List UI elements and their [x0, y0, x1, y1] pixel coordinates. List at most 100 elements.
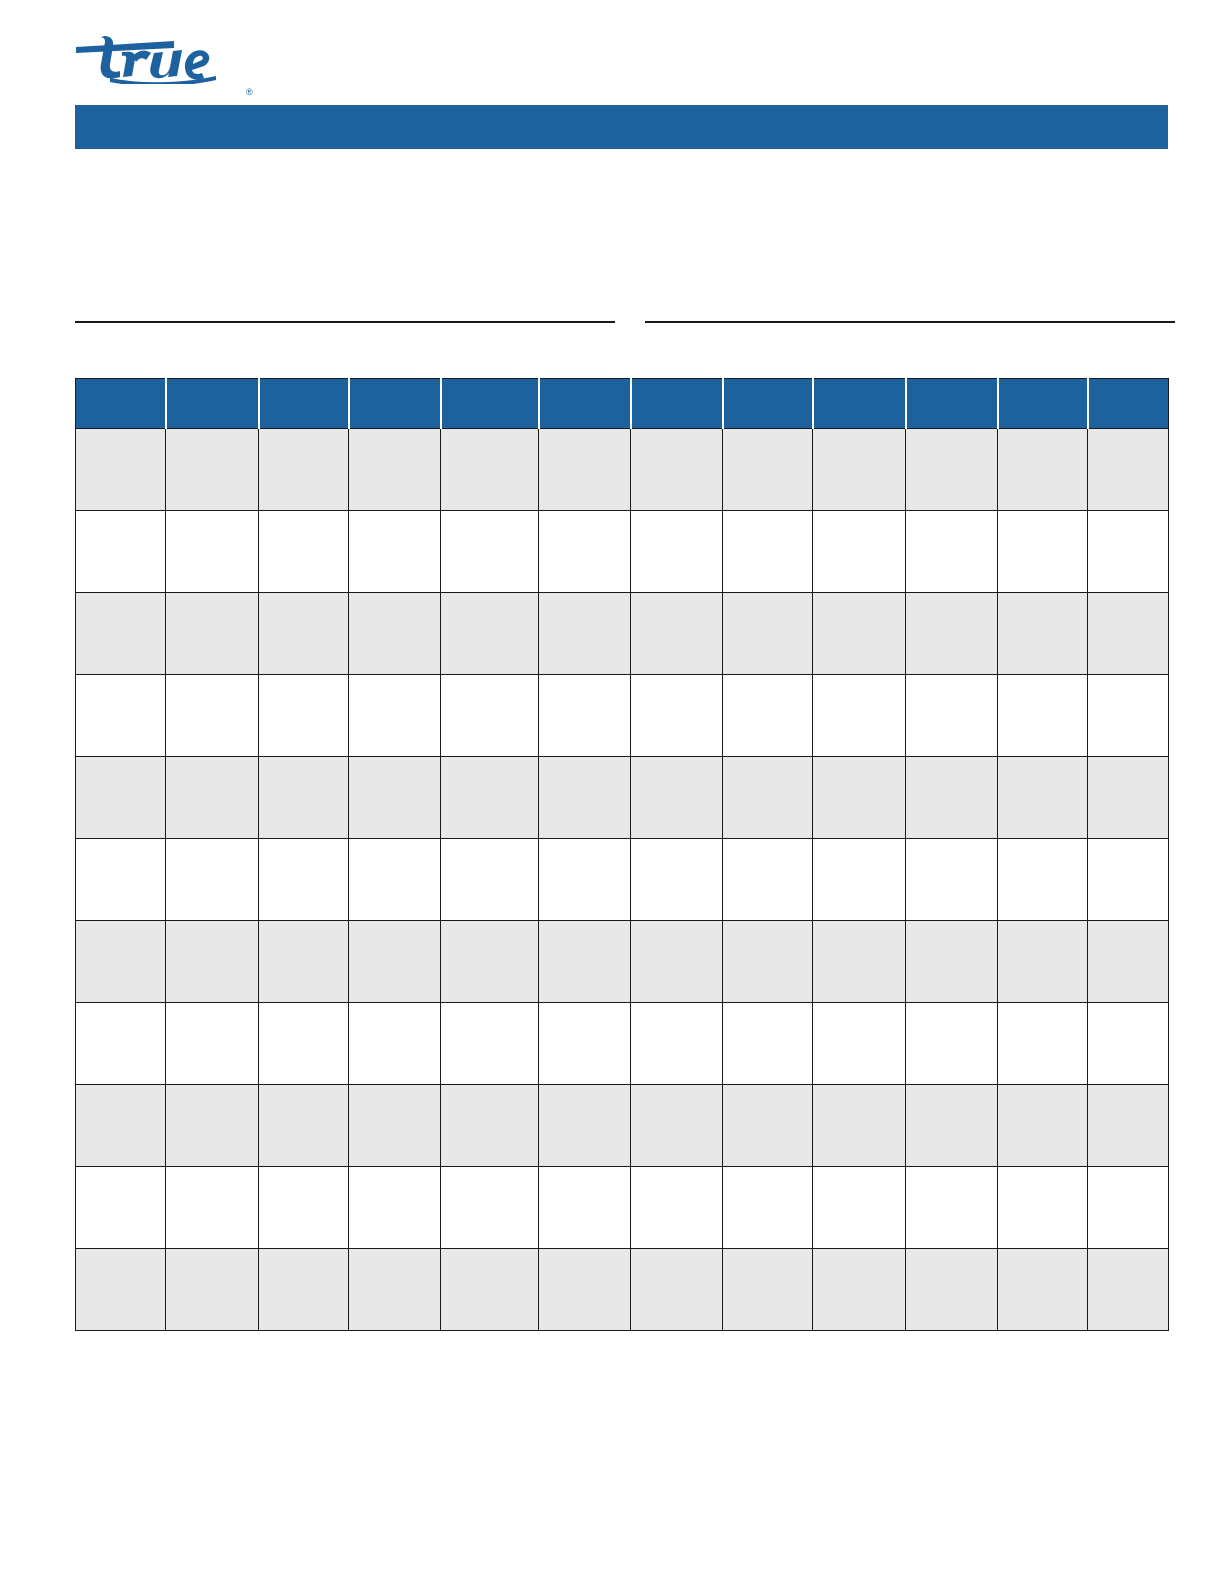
spec-table-row [75, 920, 1169, 1003]
spec-table-cell [1087, 1002, 1169, 1085]
spec-table-cell [75, 838, 166, 921]
spec-table-cell [1087, 674, 1169, 757]
spec-table-cell [258, 920, 349, 1003]
spec-table-cell [905, 592, 998, 675]
spec-table-header-cell [75, 378, 167, 429]
spec-table-cell [538, 592, 631, 675]
spec-table-cell [997, 1002, 1088, 1085]
spec-table-cell [75, 674, 166, 757]
spec-table-cell [538, 1084, 631, 1167]
spec-table-cell [630, 756, 723, 839]
spec-table-cell [348, 1002, 441, 1085]
spec-table-cell [1087, 510, 1169, 593]
spec-table-cell [722, 1084, 813, 1167]
intro-block [75, 168, 1168, 288]
spec-table-cell [165, 1166, 259, 1249]
spec-table-cell [348, 510, 441, 593]
spec-table-cell [75, 510, 166, 593]
spec-table-cell [997, 428, 1088, 511]
spec-table-cell [722, 838, 813, 921]
spec-table-cell [1087, 1084, 1169, 1167]
spec-table-header-cell [722, 378, 814, 429]
spec-table-header-cell [1087, 378, 1169, 429]
spec-table-row [75, 1248, 1169, 1331]
spec-table-cell [630, 510, 723, 593]
spec-table-cell [440, 592, 539, 675]
spec-table-cell [440, 1248, 539, 1331]
spec-table-cell [1087, 428, 1169, 511]
spec-table-cell [722, 592, 813, 675]
spec-table-cell [440, 1166, 539, 1249]
spec-table-cell [538, 838, 631, 921]
spec-table-cell [1087, 1248, 1169, 1331]
spec-table-cell [258, 1248, 349, 1331]
spec-table-cell [75, 920, 166, 1003]
spec-table-cell [75, 1248, 166, 1331]
spec-table-cell [630, 1166, 723, 1249]
spec-table-cell [440, 1084, 539, 1167]
spec-table-header-cell [812, 378, 907, 429]
spec-table-cell [440, 920, 539, 1003]
spec-table-cell [440, 428, 539, 511]
spec-table-cell [630, 838, 723, 921]
spec-table-cell [905, 674, 998, 757]
spec-table-row [75, 592, 1169, 675]
spec-table-cell [348, 1166, 441, 1249]
spec-table-cell [812, 510, 906, 593]
spec-table-cell [75, 1166, 166, 1249]
spec-table-cell [348, 1084, 441, 1167]
spec-table-cell [997, 674, 1088, 757]
spec-table-cell [722, 1002, 813, 1085]
spec-table-cell [1087, 592, 1169, 675]
spec-table-cell [538, 1002, 631, 1085]
spec-table-cell [165, 674, 259, 757]
spec-table-cell [75, 428, 166, 511]
spec-table-cell [630, 428, 723, 511]
spec-table-cell [440, 510, 539, 593]
spec-table-cell [812, 1084, 906, 1167]
spec-table-cell [905, 838, 998, 921]
spec-table-cell [997, 1166, 1088, 1249]
spec-table-row [75, 1002, 1169, 1085]
spec-table-cell [258, 428, 349, 511]
spec-table-cell [812, 920, 906, 1003]
spec-table-cell [258, 1002, 349, 1085]
spec-table-cell [258, 1084, 349, 1167]
spec-table-row [75, 510, 1169, 593]
spec-table-cell [165, 838, 259, 921]
spec-table-cell [997, 1248, 1088, 1331]
spec-table-cell [165, 510, 259, 593]
spec-table-header-cell [905, 378, 999, 429]
spec-table-header-cell [630, 378, 724, 429]
spec-table-cell [630, 674, 723, 757]
spec-table-cell [997, 1084, 1088, 1167]
spec-table-cell [348, 592, 441, 675]
spec-table-cell [165, 592, 259, 675]
spec-table-cell [348, 920, 441, 1003]
spec-table-cell [1087, 756, 1169, 839]
spec-table-cell [722, 1166, 813, 1249]
spec-table-cell [722, 920, 813, 1003]
spec-table-cell [440, 838, 539, 921]
spec-table-header-cell [538, 378, 632, 429]
spec-table-row [75, 1084, 1169, 1167]
spec-table-cell [75, 1002, 166, 1085]
spec-table-cell [997, 838, 1088, 921]
spec-table-cell [997, 510, 1088, 593]
brand-logo: ® [70, 32, 270, 97]
spec-table-cell [812, 674, 906, 757]
spec-table-cell [75, 756, 166, 839]
spec-table-header-cell [440, 378, 540, 429]
spec-table-cell [165, 1002, 259, 1085]
spec-table-cell [997, 920, 1088, 1003]
spec-table-cell [905, 756, 998, 839]
spec-table-cell [905, 428, 998, 511]
spec-table-cell [905, 510, 998, 593]
spec-table-cell [630, 920, 723, 1003]
spec-table-cell [630, 592, 723, 675]
spec-table-cell [812, 838, 906, 921]
spec-table-row [75, 1166, 1169, 1249]
spec-table-cell [812, 756, 906, 839]
spec-table-cell [440, 674, 539, 757]
